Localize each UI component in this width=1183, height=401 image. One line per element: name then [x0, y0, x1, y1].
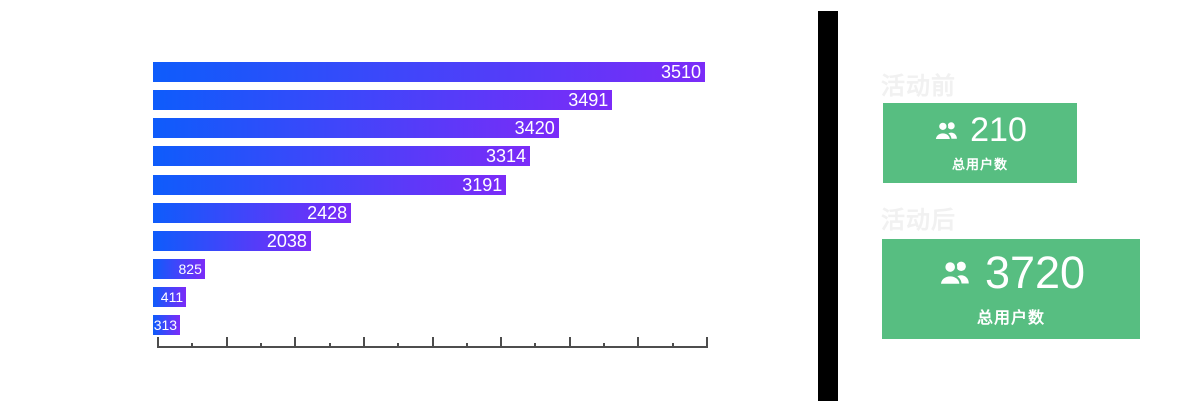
stat-caption-before: 总用户数: [951, 157, 1008, 172]
section-label-before: 活动前: [881, 73, 956, 100]
axis-major-tick: [431, 337, 434, 348]
bar[interactable]: 313: [153, 315, 181, 336]
axis-major-tick: [568, 337, 571, 348]
stat-caption-after: 总用户数: [976, 310, 1045, 327]
axis-major-tick: [500, 337, 503, 348]
bar-value-label: 3510: [660, 62, 701, 82]
bar-value-label: 2038: [266, 230, 307, 251]
bar-value-label: 3191: [462, 174, 503, 195]
bar-value-label: 2428: [307, 202, 348, 223]
stat-card-after: 3720 总用户数: [882, 239, 1140, 339]
axis-major-tick: [157, 337, 159, 348]
axis-major-tick: [362, 337, 365, 348]
bar[interactable]: 2038: [153, 230, 311, 251]
bar-value-label: 825: [178, 261, 202, 278]
axis-minor-tick: [534, 343, 537, 348]
stat-value-before: 210: [970, 111, 1027, 149]
axis-minor-tick: [397, 343, 400, 348]
bar-value-label: 3420: [514, 118, 555, 139]
stat-value-after: 3720: [984, 247, 1086, 298]
bar-value-label: 313: [153, 317, 178, 334]
axis-major-tick: [706, 337, 708, 348]
bar[interactable]: 411: [153, 287, 187, 308]
bar[interactable]: 3510: [153, 62, 705, 82]
axis-minor-tick: [259, 343, 262, 348]
users-icon: [938, 259, 969, 286]
bar[interactable]: 3420: [153, 118, 559, 139]
divider-bar: [818, 11, 838, 401]
section-label-after: 活动后: [881, 207, 956, 234]
bar-value-label: 411: [160, 289, 184, 306]
bar[interactable]: 3314: [153, 146, 531, 167]
bar[interactable]: 3491: [153, 90, 613, 111]
stat-main-before: 210: [933, 113, 1027, 147]
axis-minor-tick: [671, 343, 674, 348]
bar[interactable]: 825: [153, 259, 205, 280]
users-icon: [934, 120, 958, 141]
axis-minor-tick: [191, 343, 194, 348]
axis-major-tick: [637, 337, 640, 348]
bar[interactable]: 2428: [153, 202, 352, 223]
bar-value-label: 3314: [485, 146, 527, 167]
bar-value-label: 3491: [568, 90, 609, 111]
axis-major-tick: [225, 337, 228, 348]
axis-major-tick: [294, 337, 297, 348]
bar[interactable]: 3191: [153, 174, 507, 195]
stat-card-before: 210 总用户数: [883, 103, 1077, 183]
axis-minor-tick: [328, 343, 331, 348]
stat-main-after: 3720: [937, 250, 1085, 295]
axis-minor-tick: [603, 343, 606, 348]
axis-minor-tick: [465, 343, 468, 348]
